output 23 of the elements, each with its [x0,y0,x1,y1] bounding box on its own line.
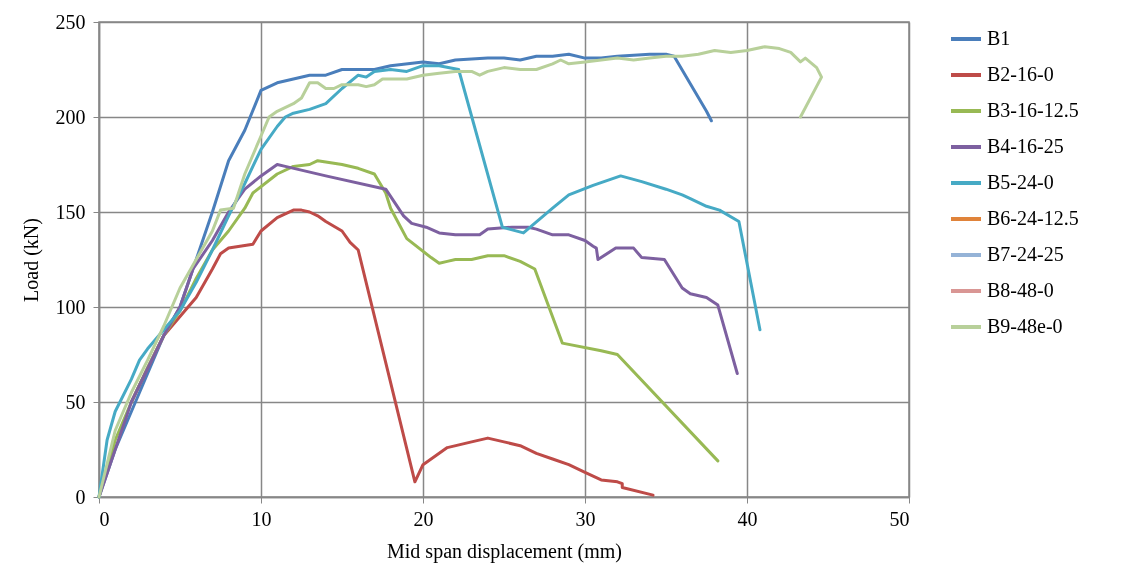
legend-label: B7-24-25 [987,243,1064,265]
y-axis-title: Load (kN) [19,218,43,302]
y-tick-label: 100 [55,295,86,318]
legend-label: B3-16-12.5 [987,99,1079,121]
legend-label: B6-24-12.5 [987,207,1079,229]
legend-label: B1 [987,27,1011,49]
x-tick-label: 30 [575,507,596,530]
x-axis-title: Mid span displacement (mm) [387,539,622,563]
legend-label: B5-24-0 [987,171,1054,193]
x-tick-label: 40 [737,507,758,530]
x-tick-label: 50 [889,507,910,530]
legend-label: B9-48e-0 [987,315,1063,337]
y-tick-label: 200 [55,105,86,128]
y-tick-label: 0 [75,485,86,508]
legend-label: B8-48-0 [987,279,1054,301]
x-tick-label: 0 [99,507,110,530]
legend-label: B2-16-0 [987,63,1054,85]
y-tick-label: 50 [65,390,86,413]
y-tick-label: 250 [55,10,86,33]
y-tick-label: 150 [55,200,86,223]
legend-label: B4-16-25 [987,135,1064,157]
x-tick-label: 10 [251,507,272,530]
x-tick-label: 20 [413,507,434,530]
